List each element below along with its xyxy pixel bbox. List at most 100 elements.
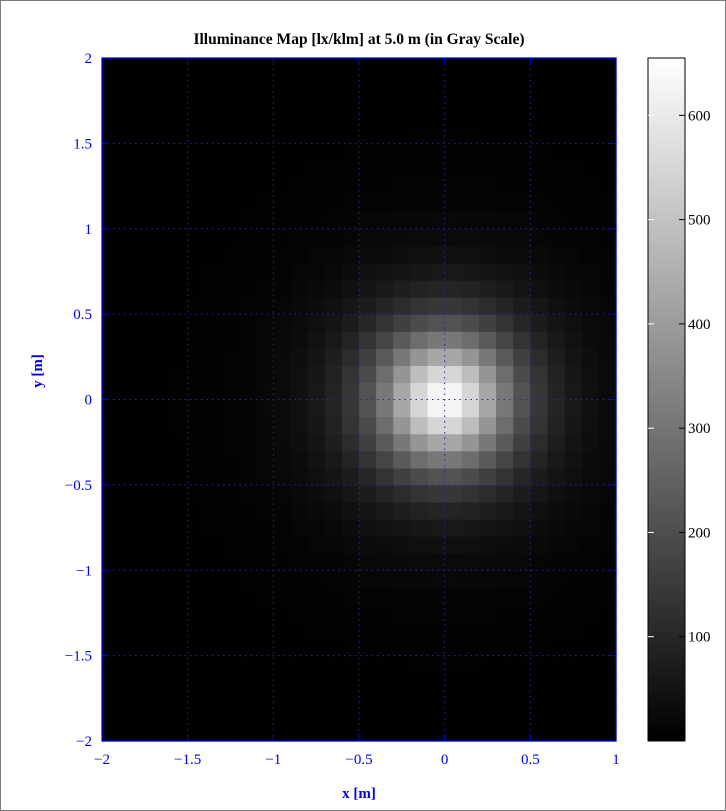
heatmap-cell [102, 177, 120, 196]
heatmap-cell [307, 262, 326, 281]
heatmap-cell [341, 348, 360, 366]
heatmap-cell [376, 638, 394, 657]
heatmap-cell [290, 348, 309, 366]
heatmap-cell [307, 672, 326, 691]
heatmap-cell [530, 604, 549, 623]
heatmap-cell [102, 143, 120, 162]
heatmap-cell [221, 262, 240, 281]
heatmap-cell [170, 297, 189, 315]
heatmap-cell [598, 365, 617, 384]
heatmap-cell [427, 228, 446, 247]
heatmap-cell [170, 587, 189, 606]
heatmap-cell [290, 706, 309, 725]
heatmap-cell [307, 58, 326, 76]
heatmap-cell [410, 621, 429, 640]
heatmap-cell [221, 621, 240, 640]
heatmap-cell [547, 672, 566, 691]
heatmap-cell [136, 450, 154, 469]
heatmap-cell [256, 382, 274, 401]
heatmap-cell [307, 177, 326, 196]
heatmap-cell [170, 177, 189, 196]
heatmap-cell [290, 416, 309, 435]
heatmap-cell [427, 211, 446, 230]
heatmap-cell [564, 689, 583, 708]
heatmap-cell [564, 314, 583, 332]
colorbar-tick-label: 400 [688, 317, 711, 333]
heatmap-cell [598, 75, 617, 93]
heatmap-cell [273, 58, 292, 76]
heatmap-cell [564, 467, 583, 486]
heatmap-cell [530, 706, 549, 725]
heatmap-cell [102, 75, 120, 93]
heatmap-cell [324, 245, 343, 264]
heatmap-cell [359, 126, 377, 144]
heatmap-cell [598, 331, 617, 349]
heatmap-cell [153, 433, 172, 452]
heatmap-cell [136, 297, 154, 315]
heatmap-cell [341, 211, 360, 230]
heatmap-cell [136, 501, 154, 520]
heatmap-cell [256, 314, 274, 332]
heatmap-cell [393, 399, 411, 418]
heatmap-cell [547, 262, 566, 281]
heatmap-cell [273, 723, 292, 742]
heatmap-cell [221, 348, 240, 366]
heatmap-cell [581, 92, 600, 110]
heatmap-cell [239, 211, 257, 230]
heatmap-cell [153, 194, 172, 213]
heatmap-cell [290, 75, 309, 93]
heatmap-cell [496, 314, 514, 332]
heatmap-cell [273, 621, 292, 640]
x-tick-label: −1 [265, 752, 281, 768]
heatmap-cell [393, 433, 411, 452]
heatmap-cell [478, 416, 497, 435]
heatmap-cell [496, 92, 514, 110]
heatmap-cell [187, 211, 206, 230]
heatmap-cell [581, 536, 600, 554]
heatmap-cell [324, 621, 343, 640]
heatmap-cell [153, 672, 172, 691]
heatmap-cell [547, 314, 566, 332]
heatmap-cell [496, 467, 514, 486]
heatmap-cell [102, 501, 120, 520]
heatmap-cell [564, 570, 583, 588]
heatmap-cell [530, 365, 549, 384]
heatmap-cell [102, 484, 120, 503]
heatmap-cell [136, 519, 154, 537]
heatmap-cell [478, 126, 497, 144]
heatmap-cell [256, 450, 274, 469]
heatmap-cell [496, 450, 514, 469]
heatmap-cell [102, 245, 120, 264]
heatmap-cell [581, 570, 600, 588]
heatmap-cell [496, 382, 514, 401]
heatmap-cell [410, 160, 429, 179]
heatmap-cell [119, 638, 137, 657]
heatmap-cell [187, 416, 206, 435]
heatmap-cell [513, 484, 531, 503]
heatmap-cell [564, 706, 583, 725]
heatmap-cell [119, 433, 137, 452]
heatmap-cell [256, 399, 274, 418]
heatmap-cell [102, 297, 120, 315]
heatmap-cell [102, 382, 120, 401]
heatmap-cell [273, 75, 292, 93]
heatmap-cell [359, 211, 377, 230]
heatmap-cell [290, 126, 309, 144]
heatmap-cell [170, 638, 189, 657]
heatmap-cell [376, 143, 394, 162]
heatmap-cell [204, 484, 223, 503]
heatmap-cell [307, 143, 326, 162]
heatmap-cell [496, 177, 514, 196]
heatmap-cell [324, 706, 343, 725]
heatmap-cell [153, 416, 172, 435]
heatmap-cell [598, 450, 617, 469]
heatmap-cell [598, 314, 617, 332]
heatmap-cell [136, 109, 154, 127]
heatmap-cell [119, 621, 137, 640]
heatmap-cell [376, 689, 394, 708]
heatmap-cell [376, 382, 394, 401]
heatmap-cell [598, 621, 617, 640]
heatmap-cell [393, 638, 411, 657]
heatmap-cell [324, 433, 343, 452]
heatmap-cell [530, 638, 549, 657]
